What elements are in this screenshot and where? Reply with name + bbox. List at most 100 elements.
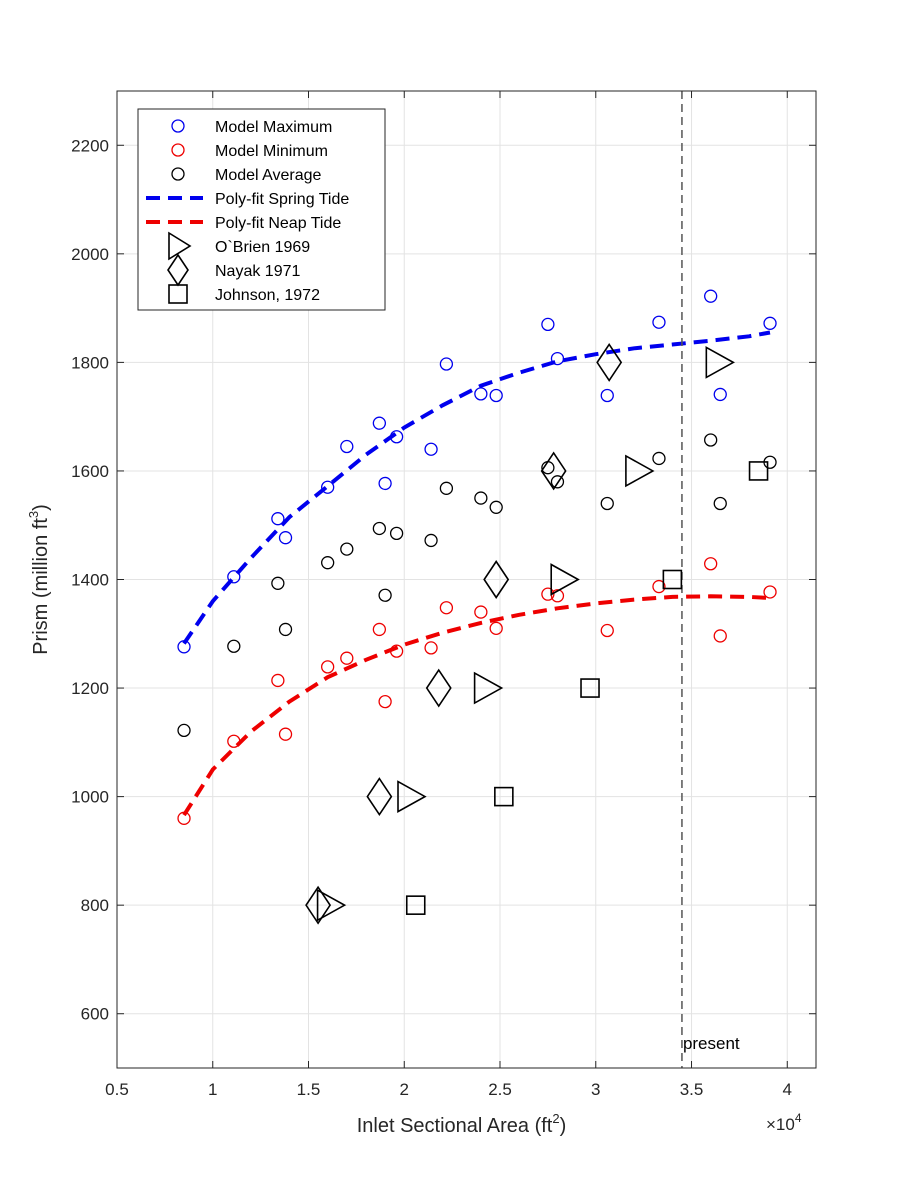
x-axis-title-end: ) — [560, 1115, 567, 1137]
model-maximum-point — [541, 317, 555, 332]
x-tick-label: 4 — [783, 1080, 792, 1099]
x-tick-label: 2.5 — [488, 1080, 512, 1099]
model-minimum-point — [652, 579, 666, 594]
x-tick-label: 3.5 — [680, 1080, 704, 1099]
y-tick-label: 2200 — [71, 136, 109, 155]
legend-nayak-1971-label: Nayak 1971 — [215, 263, 300, 280]
model-minimum-point — [489, 621, 503, 635]
model-average-point — [177, 723, 191, 738]
model-maximum-point — [389, 430, 404, 444]
model-maximum-point — [600, 388, 614, 403]
model-maximum-point — [474, 387, 488, 401]
model-average-point — [389, 526, 404, 541]
model-average-point — [713, 496, 727, 511]
model-minimum-point — [600, 623, 614, 638]
model-minimum-point — [378, 694, 392, 709]
model-average-point — [600, 496, 614, 511]
x-multiplier-exp: 4 — [795, 1111, 802, 1125]
model-minimum-point — [340, 651, 354, 665]
legend-poly-fit-neap-tide-label: Poly-fit Neap Tide — [215, 215, 341, 232]
model-average-point — [278, 622, 293, 637]
model-average-point — [227, 639, 241, 653]
model-minimum-point — [763, 585, 777, 599]
y-tick-label: 1600 — [71, 462, 109, 481]
x-tick-label: 1.5 — [297, 1080, 321, 1099]
legend-model-average-marker — [171, 167, 185, 181]
model-minimum-point — [713, 629, 727, 643]
nayak-1971-point — [540, 451, 567, 491]
legend-model-average-label: Model Average — [215, 167, 322, 184]
y-tick-label: 600 — [81, 1005, 109, 1024]
x-axis-title-text: Inlet Sectional Area (ft — [357, 1115, 553, 1137]
y-tick-label: 1800 — [71, 353, 109, 372]
x-axis-multiplier: ×104 — [766, 1111, 802, 1134]
y-tick-label: 800 — [81, 896, 109, 915]
nayak-1971-point — [483, 560, 510, 599]
o-brien-1969-point — [625, 454, 655, 488]
model-average-point — [550, 475, 565, 489]
model-maximum-point — [439, 357, 454, 371]
model-maximum-point — [763, 316, 777, 330]
legend-model-minimum-label: Model Minimum — [215, 143, 328, 160]
o-brien-1969-point — [397, 780, 427, 813]
model-maximum-point — [378, 476, 392, 491]
y-tick-label: 2000 — [71, 245, 109, 264]
model-average-point — [439, 481, 454, 495]
model-minimum-point — [227, 734, 241, 748]
model-minimum-point — [389, 644, 404, 658]
model-maximum-point — [424, 442, 438, 456]
poly-fit-neap-tide-line — [182, 594, 771, 817]
o-brien-1969-point — [473, 671, 504, 705]
johnson-1972-point — [405, 895, 426, 915]
present-label: present — [683, 1034, 740, 1053]
nayak-1971-point — [596, 342, 623, 382]
data-markers — [177, 289, 777, 925]
model-minimum-point — [474, 605, 488, 619]
model-maximum-point — [321, 480, 335, 494]
model-maximum-point — [271, 512, 285, 526]
axis-ticks: 0.5 1 1.5 2 2.5 3 3.5 4 600 800 1000 1200 1400 1600 18… — [71, 91, 816, 1099]
y-axis-title: Prism (million ft3) — [26, 504, 52, 655]
johnson-1972-point — [580, 678, 600, 698]
model-maximum-point — [278, 531, 293, 545]
model-maximum-point — [372, 416, 387, 430]
poly-fit-lines — [182, 330, 771, 817]
nayak-1971-point — [305, 885, 332, 925]
x-tick-label: 2 — [400, 1080, 409, 1099]
x-tick-label: 3 — [591, 1080, 600, 1099]
model-minimum-point — [704, 557, 718, 571]
johnson-1972-point — [748, 461, 769, 481]
model-maximum-point — [340, 439, 354, 454]
nayak-1971-point — [425, 668, 452, 708]
model-minimum-point — [424, 641, 438, 655]
model-maximum-point — [713, 387, 727, 402]
legend-o-brien-1969-marker — [168, 231, 192, 261]
legend-johnson-1972-label: Johnson, 1972 — [215, 287, 320, 304]
legend-model-minimum-marker — [171, 143, 185, 157]
model-minimum-point — [372, 622, 387, 637]
grid-lines — [116, 91, 816, 1068]
x-tick-label: 1 — [208, 1080, 217, 1099]
y-axis-title-text: Prism (million ft — [30, 518, 52, 655]
nayak-1971-point — [366, 777, 393, 817]
x-multiplier-base: ×10 — [766, 1115, 795, 1134]
y-axis-title-sup: 3 — [26, 511, 41, 518]
model-minimum-point — [278, 727, 293, 741]
model-maximum-point — [489, 388, 503, 403]
poly-fit-spring-tide-line — [182, 330, 771, 645]
legend-model-maximum-marker — [171, 119, 185, 133]
model-average-point — [372, 521, 387, 536]
model-average-point — [489, 500, 503, 514]
model-minimum-point — [177, 811, 191, 825]
legend-model-maximum-label: Model Maximum — [215, 119, 332, 136]
model-average-point — [424, 533, 438, 548]
x-axis-title-sup: 2 — [552, 1111, 559, 1126]
legend-o-brien-1969-label: O`Brien 1969 — [215, 239, 310, 256]
legend-poly-fit-spring-tide-label: Poly-fit Spring Tide — [215, 191, 349, 208]
o-brien-1969-point — [550, 563, 580, 596]
model-minimum-point — [271, 673, 285, 688]
y-tick-label: 1400 — [71, 571, 109, 590]
o-brien-1969-point — [705, 346, 735, 379]
johnson-1972-point — [662, 569, 683, 590]
